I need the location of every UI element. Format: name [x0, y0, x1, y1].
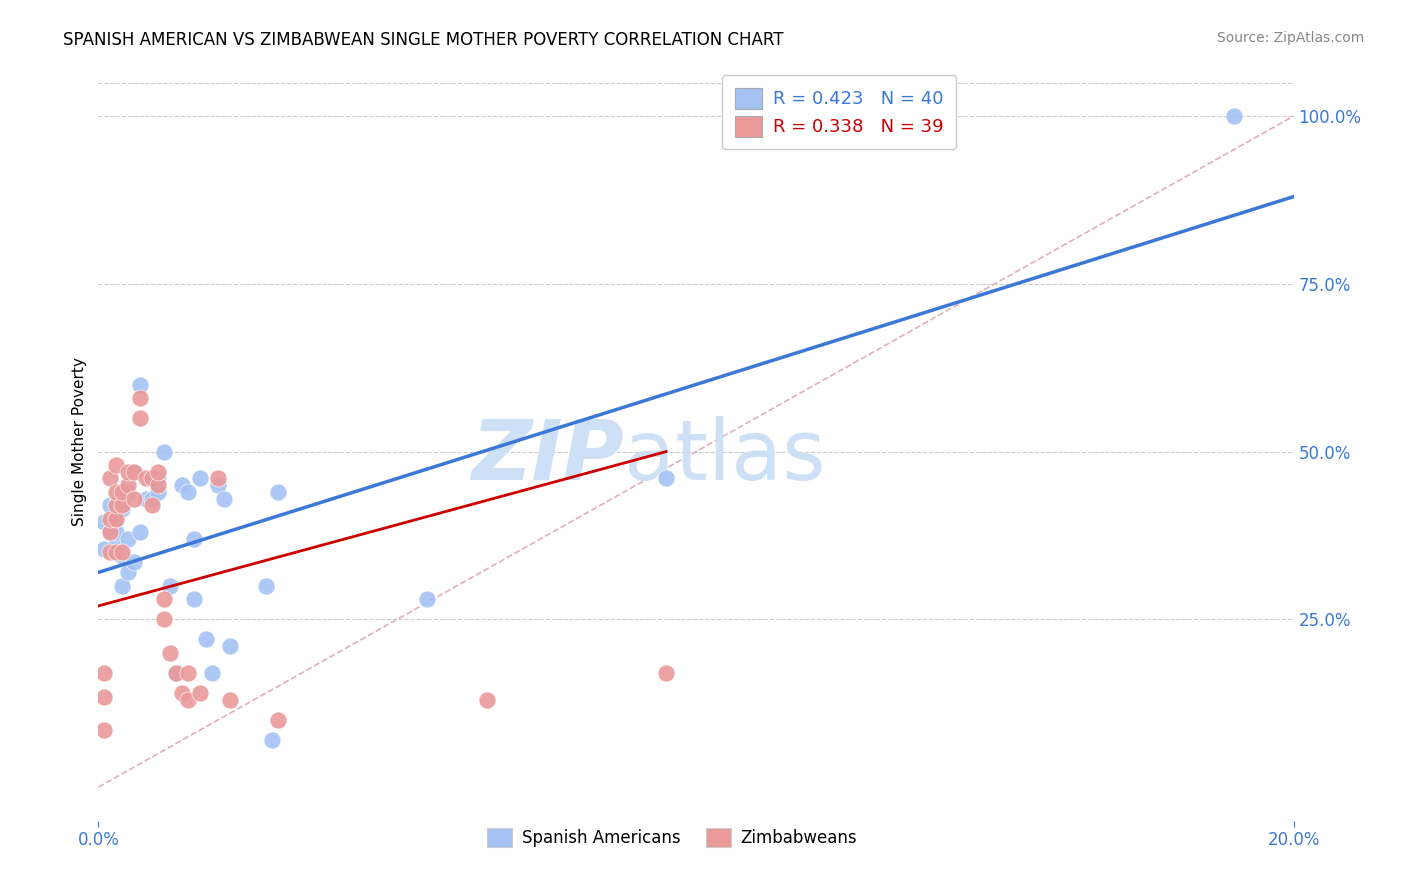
- Point: [159, 579, 181, 593]
- Point: [129, 377, 152, 392]
- Point: [153, 592, 176, 607]
- Point: [201, 666, 224, 681]
- Point: [267, 713, 290, 727]
- Point: [117, 484, 139, 499]
- Point: [254, 579, 277, 593]
- Point: [1223, 109, 1246, 123]
- Point: [141, 498, 163, 512]
- Point: [98, 498, 122, 512]
- Point: [105, 539, 128, 553]
- Point: [117, 566, 139, 580]
- Point: [93, 515, 115, 529]
- Point: [177, 693, 200, 707]
- Point: [117, 465, 139, 479]
- Text: ZIP: ZIP: [471, 417, 624, 497]
- Point: [98, 525, 122, 540]
- Point: [93, 541, 115, 556]
- Point: [111, 484, 134, 499]
- Point: [93, 690, 115, 704]
- Point: [148, 471, 170, 485]
- Point: [267, 484, 290, 499]
- Point: [183, 592, 205, 607]
- Point: [111, 579, 134, 593]
- Text: SPANISH AMERICAN VS ZIMBABWEAN SINGLE MOTHER POVERTY CORRELATION CHART: SPANISH AMERICAN VS ZIMBABWEAN SINGLE MO…: [63, 31, 783, 49]
- Point: [148, 484, 170, 499]
- Point: [475, 693, 498, 707]
- Point: [148, 478, 170, 492]
- Point: [105, 498, 128, 512]
- Point: [105, 545, 128, 559]
- Legend: Spanish Americans, Zimbabweans: Spanish Americans, Zimbabweans: [481, 822, 863, 854]
- Point: [207, 478, 229, 492]
- Point: [153, 612, 176, 626]
- Point: [117, 532, 139, 546]
- Point: [98, 512, 122, 526]
- Point: [135, 471, 157, 485]
- Point: [655, 471, 678, 485]
- Point: [188, 471, 211, 485]
- Point: [153, 444, 176, 458]
- Point: [124, 555, 146, 569]
- Y-axis label: Single Mother Poverty: Single Mother Poverty: [72, 357, 87, 526]
- Point: [416, 592, 439, 607]
- Point: [124, 465, 146, 479]
- Point: [111, 498, 134, 512]
- Point: [124, 491, 146, 506]
- Point: [98, 471, 122, 485]
- Point: [141, 491, 163, 506]
- Point: [105, 525, 128, 540]
- Point: [105, 512, 128, 526]
- Point: [98, 525, 122, 540]
- Point: [188, 686, 211, 700]
- Point: [212, 491, 235, 506]
- Point: [219, 639, 242, 653]
- Point: [260, 733, 283, 747]
- Point: [98, 545, 122, 559]
- Point: [129, 525, 152, 540]
- Point: [207, 471, 229, 485]
- Point: [219, 693, 242, 707]
- Point: [105, 484, 128, 499]
- Point: [129, 411, 152, 425]
- Point: [195, 632, 218, 647]
- Point: [165, 666, 187, 681]
- Text: atlas: atlas: [624, 417, 825, 497]
- Point: [124, 465, 146, 479]
- Point: [183, 532, 205, 546]
- Point: [117, 478, 139, 492]
- Point: [177, 484, 200, 499]
- Point: [177, 666, 200, 681]
- Point: [135, 491, 157, 506]
- Point: [148, 465, 170, 479]
- Point: [172, 686, 194, 700]
- Text: Source: ZipAtlas.com: Source: ZipAtlas.com: [1216, 31, 1364, 45]
- Point: [93, 666, 115, 681]
- Point: [105, 512, 128, 526]
- Point: [111, 549, 134, 563]
- Point: [93, 723, 115, 737]
- Point: [105, 458, 128, 472]
- Point: [159, 646, 181, 660]
- Point: [141, 471, 163, 485]
- Point: [111, 545, 134, 559]
- Point: [111, 501, 134, 516]
- Point: [655, 666, 678, 681]
- Point: [165, 666, 187, 681]
- Point: [129, 391, 152, 405]
- Point: [172, 478, 194, 492]
